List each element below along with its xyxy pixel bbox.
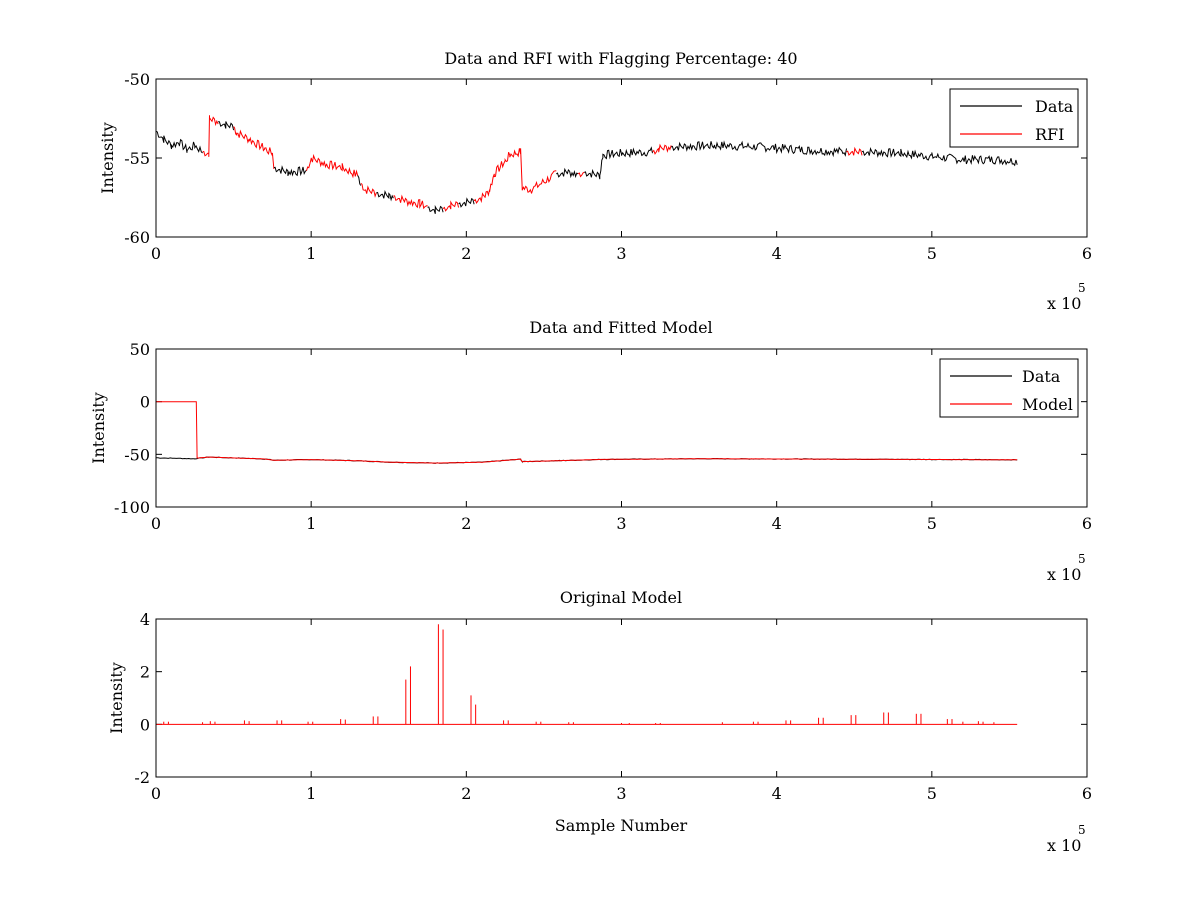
subplot-rfi-axes-border [155,78,1088,238]
subplot-rfi-rfi-segment-17 [652,143,672,155]
subplot-original-model-ylabel: Intensity [107,662,126,734]
subplot-fitted-model-legend-box [939,358,1079,418]
subplot-rfi-xtick-label: 3 [616,244,626,263]
subplot-fitted-model-title: Data and Fitted Model [529,318,712,337]
subplot-rfi-data-segment-12 [458,197,475,208]
subplot-fitted-model-ytick-label: -100 [114,498,150,517]
subplot-original-model-xtick-label: 3 [616,784,626,803]
subplot-fitted-model-axes-border [155,348,1088,508]
subplot-rfi-rfi-segment-15 [577,171,585,178]
subplot-rfi-plot-area [156,79,1087,237]
subplot-fitted-model-xtick-label: 3 [616,514,626,533]
subplot-fitted-model-xtick-label: 5 [927,514,937,533]
subplot-rfi-data-segment-10 [427,204,444,214]
subplot-fitted-model-x-exponent: 5 [1078,552,1086,566]
subplot-rfi-rfi-segment-13 [473,148,557,204]
subplot-fitted-model-legend-label-model: Model [1022,395,1073,414]
subplot-original-model-ytick-label: 4 [140,610,150,629]
subplot-rfi-xtick-label: 5 [927,244,937,263]
subplot-fitted-model-ylabel: Intensity [89,392,108,464]
subplot-rfi-xtick-label: 0 [151,244,161,263]
subplot-original-model-title: Original Model [560,588,682,607]
subplot-original-model-x-multiplier: x 10 [1047,836,1081,855]
subplot-original-model-ytick-label: 2 [140,663,150,682]
subplot-rfi-data-segment-6 [357,175,362,186]
subplot-fitted-model-x-multiplier: x 10 [1047,565,1081,584]
subplot-fitted-model-legend: Data Model [939,358,1079,418]
subplot-original-model-xtick-label: 5 [927,784,937,803]
subplot-rfi-data-segment-0 [155,130,203,154]
subplot-rfi-rfi-segment-3 [233,126,275,170]
subplot-rfi-data-segment-14 [556,167,579,179]
subplot-rfi-title: Data and RFI with Flagging Percentage: 4… [444,49,797,68]
subplot-original-model-xtick-label: 4 [772,784,782,803]
subplot-rfi-ytick-label: -55 [124,149,150,168]
subplot-rfi-legend-box [949,88,1079,148]
subplot-rfi-data-segment-4 [273,165,307,177]
subplot-rfi-x-multiplier: x 10 [1047,294,1081,313]
subplot-rfi-data-segment-20 [861,147,1018,167]
subplot-rfi-x-exponent: 5 [1078,281,1086,295]
subplot-original-model-xtick-label: 0 [151,784,161,803]
subplot-original-model-plot-area [156,619,1087,777]
subplot-rfi-ylabel: Intensity [98,122,117,194]
subplot-original-model-xtick-label: 1 [306,784,316,803]
subplot-fitted-model-ytick-label: 0 [140,393,150,412]
subplot-rfi-legend-label-data: Data [1035,97,1074,116]
subplot-original-model-xtick-label: 6 [1082,784,1092,803]
subplot-rfi-rfi-segment-7 [360,183,377,198]
subplot-fitted-model-xtick-label: 4 [772,514,782,533]
subplot-rfi-ytick-label: -50 [124,70,150,89]
subplot-rfi-rfi-segment-11 [442,200,460,212]
subplot-rfi-rfi-segment-5 [306,153,359,179]
subplot-rfi-xtick-label: 1 [306,244,316,263]
subplot-fitted-model-xtick-label: 2 [461,514,471,533]
subplot-rfi-rfi-segment-9 [393,194,428,210]
subplot-original-model-ytick-label: 0 [140,715,150,734]
subplot-rfi-xtick-label: 2 [461,244,471,263]
subplot-rfi-rfi-segment-19 [846,146,863,156]
subplot-fitted-model-plot-area [156,349,1087,507]
subplot-original-model-axes-border [155,618,1088,778]
subplot-fitted-model-series-model [156,401,1018,464]
subplot-original-model-xtick-label: 2 [461,784,471,803]
subplot-fitted-model-xtick-label: 1 [306,514,316,533]
subplot-fitted-model-xtick-label: 0 [151,514,161,533]
subplot-rfi: Data and RFI with Flagging Percentage: 4… [98,49,1092,313]
subplot-fitted-model: Data and Fitted Model Intensity x 10 5 0… [89,318,1092,584]
subplot-rfi-data-segment-8 [376,190,394,202]
subplot-rfi-ytick-label: -60 [124,228,150,247]
subplot-fitted-model-xtick-label: 6 [1082,514,1092,533]
subplot-rfi-rfi-segment-1 [202,115,219,157]
subplot-rfi-legend: Data RFI [949,88,1079,148]
subplot-fitted-model-legend-label-data: Data [1022,367,1061,386]
subplot-rfi-data-segment-18 [670,140,847,158]
subplot-original-model: Original Model Intensity Sample Number x… [107,588,1092,855]
subplot-rfi-legend-label-rfi: RFI [1035,125,1064,144]
subplot-fitted-model-ytick-label: -50 [124,445,150,464]
subplot-rfi-xtick-label: 6 [1082,244,1092,263]
subplot-rfi-xtick-label: 4 [772,244,782,263]
subplot-original-model-xlabel: Sample Number [555,816,688,835]
subplot-original-model-ytick-label: -2 [134,768,150,787]
subplot-rfi-data-segment-2 [218,121,235,131]
subplot-fitted-model-ytick-label: 50 [130,340,150,359]
subplot-original-model-x-exponent: 5 [1078,823,1086,837]
subplot-rfi-data-segment-16 [584,146,653,180]
